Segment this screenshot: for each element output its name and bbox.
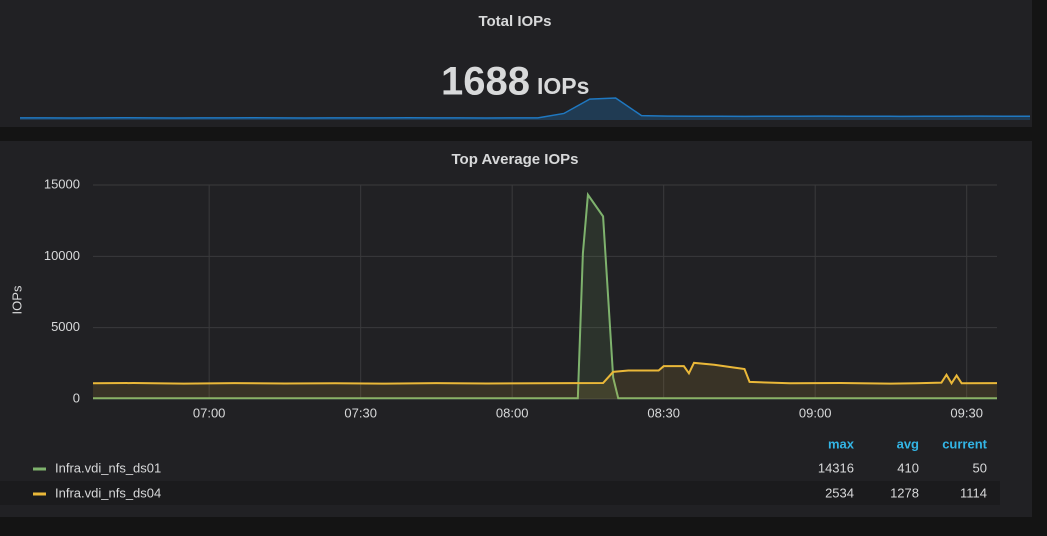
stat-value: 1688 <box>441 60 530 104</box>
x-tick-label: 08:00 <box>496 405 529 420</box>
x-tick-label: 07:30 <box>344 405 377 420</box>
chart-title: Top Average IOPs <box>452 151 579 168</box>
y-tick-label: 0 <box>73 390 80 405</box>
legend-value: 14316 <box>818 460 854 475</box>
legend-header: max <box>828 436 855 451</box>
legend-name[interactable]: Infra.vdi_nfs_ds01 <box>55 460 161 475</box>
series-line <box>92 361 998 386</box>
legend-value: 1114 <box>960 485 987 500</box>
y-tick-label: 5000 <box>51 319 80 334</box>
legend-header: current <box>942 436 987 451</box>
y-tick-label: 15000 <box>44 176 80 191</box>
stat-title: Total IOPs <box>478 13 551 30</box>
graph-panel <box>0 141 1032 517</box>
legend-value: 1278 <box>890 485 919 500</box>
sparkline <box>20 97 1030 119</box>
series-area <box>93 362 997 399</box>
series-line <box>93 191 997 400</box>
y-axis-label: IOPs <box>9 285 24 314</box>
stat-unit: IOPs <box>537 73 589 99</box>
x-tick-label: 09:30 <box>950 405 983 420</box>
legend-value: 410 <box>897 460 919 475</box>
x-tick-label: 08:30 <box>647 405 680 420</box>
legend-row-bg <box>0 481 1000 505</box>
legend-value: 50 <box>973 460 987 475</box>
legend-name[interactable]: Infra.vdi_nfs_ds04 <box>55 485 161 500</box>
y-tick-label: 10000 <box>44 248 80 263</box>
x-tick-label: 09:00 <box>799 405 832 420</box>
legend-value: 2534 <box>825 485 854 500</box>
stat-panel <box>0 0 1032 127</box>
x-tick-label: 07:00 <box>193 405 226 420</box>
legend-header: avg <box>897 436 919 451</box>
